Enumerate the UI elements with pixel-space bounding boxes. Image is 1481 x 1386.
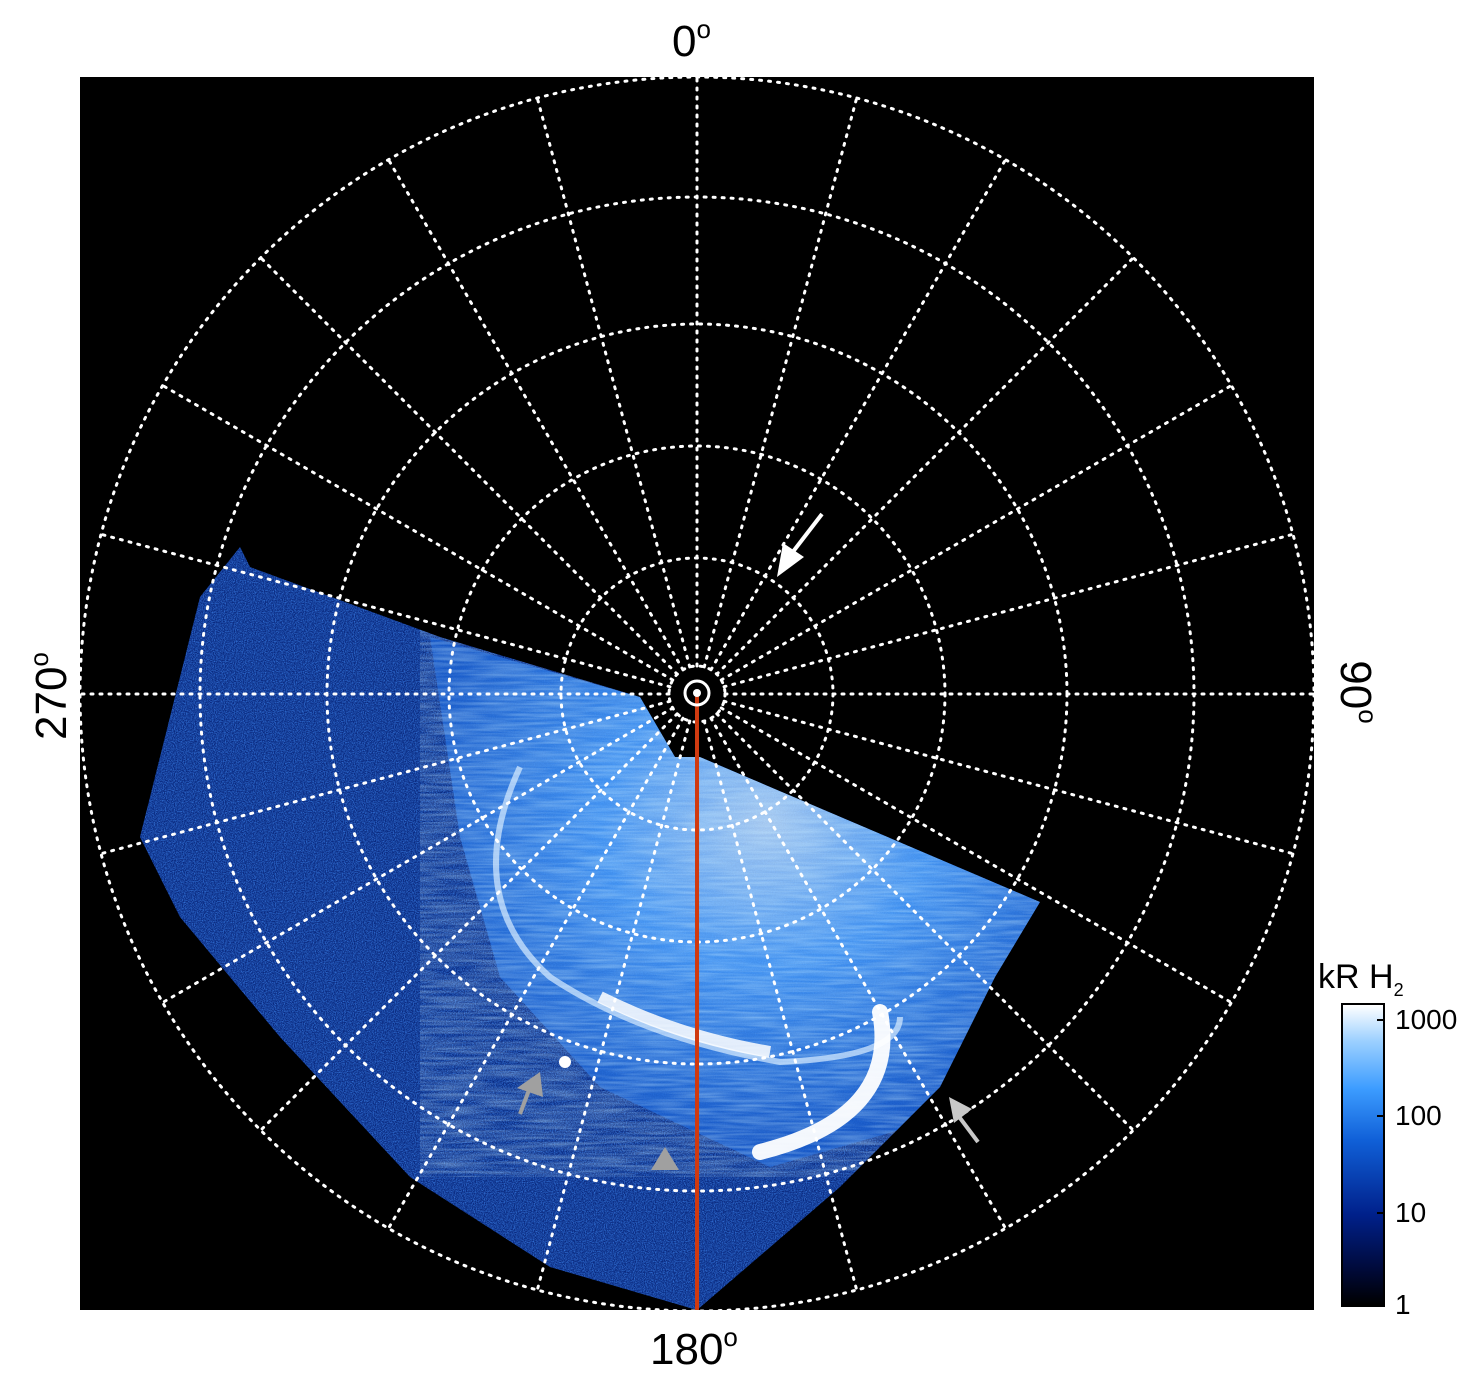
colorbar-tick-label: 1000 <box>1395 1004 1458 1035</box>
longitude-line <box>99 699 672 856</box>
longitude-label-top: 0o <box>672 14 711 66</box>
longitude-line <box>259 256 679 676</box>
longitude-label-right: 90o <box>1331 660 1383 724</box>
bright-auroral-arc <box>752 1004 891 1160</box>
longitude-line <box>722 699 1295 856</box>
longitude-line <box>99 532 672 689</box>
colorbar-tick-mark <box>1377 1212 1385 1214</box>
colorbar <box>1341 1003 1385 1307</box>
longitude-line <box>719 706 1233 1004</box>
colorbar-tick-label: 1 <box>1395 1289 1411 1320</box>
longitude-line <box>387 716 685 1230</box>
colorbar-tick-mark <box>1377 1019 1385 1021</box>
pole-marker <box>683 679 711 707</box>
longitude-line <box>702 96 859 669</box>
inner-emission <box>597 991 771 1058</box>
gray-arrowhead-bottom <box>651 1147 679 1170</box>
longitude-label-left: 270o <box>24 652 76 740</box>
polar-projection-image <box>78 75 1316 1313</box>
colorbar-tick-label: 10 <box>1395 1197 1427 1228</box>
polar-projection-svg <box>78 75 1316 1313</box>
longitude-line <box>719 384 1233 682</box>
gray-arrow-right <box>949 1097 980 1144</box>
longitude-line <box>715 256 1135 676</box>
longitude-line <box>535 719 692 1292</box>
colorbar-tick-mark <box>1377 1115 1385 1117</box>
colorbar-title: kR H2 <box>1318 958 1404 1000</box>
longitude-line <box>387 158 685 672</box>
gray-arrow-left <box>517 1072 543 1115</box>
longitude-line <box>535 96 692 669</box>
longitude-line <box>259 712 679 1132</box>
white-arrow <box>777 512 824 577</box>
longitude-line <box>702 719 859 1292</box>
longitude-line <box>161 384 675 682</box>
longitude-label-bottom: 180o <box>650 1322 738 1374</box>
colorbar-tick-label: 100 <box>1395 1100 1442 1131</box>
longitude-line <box>722 532 1295 689</box>
longitude-line <box>709 716 1007 1230</box>
longitude-line <box>161 706 675 1004</box>
longitude-line <box>715 712 1135 1132</box>
main-auroral-oval <box>493 765 903 1066</box>
latitude-longitude-grid <box>78 75 1316 1313</box>
longitude-line <box>709 158 1007 672</box>
